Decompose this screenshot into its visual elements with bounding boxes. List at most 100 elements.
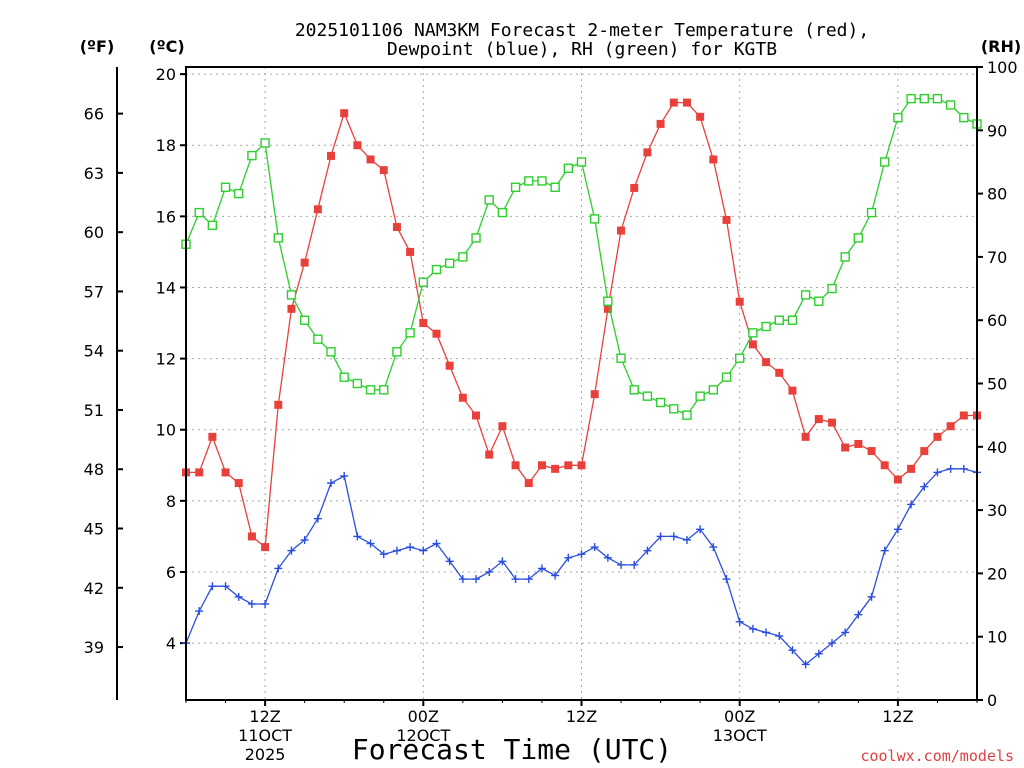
dewpoint-point [854,610,863,619]
temperature-point [432,329,441,338]
rh-point [893,112,903,123]
temperature-point [300,258,309,267]
x-axis-label: Forecast Time (UTC) [352,733,672,766]
time-tick-hour: 00Z [408,707,439,726]
rh-point [880,157,890,167]
rh-point [787,315,798,325]
temperature-point [234,479,243,488]
dewpoint-point [762,628,771,637]
dewpoint-point [406,543,415,552]
temperature-point [722,215,731,224]
dewpoint-point [696,525,705,534]
time-tick-hour: 12Z [566,707,597,726]
dewpoint-point [419,546,428,555]
temperature-point [735,297,744,306]
celsius-axis: 4 6 8 10 12 14 16 18 20 [156,65,186,653]
rh-point [695,391,705,401]
rh-point [392,347,402,357]
series-rh [181,93,982,420]
chart-title-line1: 2025101106 NAM3KM Forecast 2-meter Tempe… [295,20,869,41]
series-dewpoint [182,464,981,669]
time-tick-hour: 12Z [249,707,280,726]
time-tick-year: 2025 [245,745,286,764]
dewpoint-point [893,525,902,534]
celsius-tick-label: 16 [156,207,176,226]
dewpoint-point [946,464,955,473]
dewpoint-point [208,582,217,591]
temperature-point [682,98,691,107]
rh-point [444,258,455,268]
dewpoint-point [392,546,401,555]
rh-tick-label: 10 [987,628,1007,647]
series-layer [181,93,982,669]
dewpoint-point [379,550,388,559]
rh-point [932,93,943,104]
dewpoint-point [920,482,929,491]
celsius-tick-label: 12 [156,350,176,369]
rh-point [945,100,956,110]
dewpoint-point [287,546,296,555]
temperature-point [933,432,942,441]
fahrenheit-tick-label: 45 [84,520,104,539]
rh-point [260,138,270,148]
rh-tick-label: 50 [987,375,1007,394]
dewpoint-point [498,557,507,566]
dewpoint-point [247,599,256,608]
rh-tick-label: 100 [987,58,1018,77]
rh-point [524,176,534,186]
rh-point [959,112,969,123]
rh-point [484,195,494,205]
temperature-point [564,461,573,470]
temperature-point [366,155,375,164]
fahrenheit-tick-label: 60 [84,223,104,242]
credit-text: coolwx.com/models [860,747,1014,765]
dewpoint-point [669,532,678,541]
rh-point [721,372,732,382]
dewpoint-point [195,607,204,616]
dewpoint-point [353,532,362,541]
rh-point [273,233,283,243]
dewpoint-point [300,535,309,544]
temperature-point [287,304,296,313]
rh-point [827,283,837,294]
temperature-point [327,151,336,160]
time-tick-hour: 12Z [882,707,913,726]
celsius-tick-label: 10 [156,421,176,440]
fahrenheit-tick-label: 42 [84,579,104,598]
rh-point [774,315,784,325]
rh-point [550,182,560,192]
temperature-point [577,461,586,470]
temperature-point [669,98,678,107]
fahrenheit-tick-label: 66 [84,105,104,124]
temperature-point [775,368,784,377]
rh-point [194,207,204,218]
temperature-point [617,226,626,235]
rh-point [589,214,600,224]
dewpoint-point [564,553,573,562]
rh-point [352,378,363,389]
temperature-point [603,304,612,313]
temperature-point [524,479,533,488]
rh-point [629,385,639,395]
time-tick-date: 13OCT [713,726,767,745]
rh-unit-label: (RH) [981,37,1021,56]
dewpoint-point [274,564,283,573]
temperature-point [656,119,665,128]
fahrenheit-tick-label: 63 [84,164,104,183]
dewpoint-point [841,628,850,637]
rh-point [642,391,653,401]
temperature-point [788,386,797,395]
temperature-point [854,439,863,448]
chart-title-line2: Dewpoint (blue), RH (green) for KGTB [387,39,777,60]
rh-point [616,353,626,363]
rh-point [379,385,389,395]
dewpoint-point [735,617,744,626]
rh-point [339,372,349,382]
temperature-point [208,432,217,441]
temperature-point [880,461,889,470]
temperature-point [458,393,467,402]
temperature-point [419,319,428,328]
temperature-point [696,112,705,121]
temperature-point [920,447,929,456]
celsius-tick-label: 8 [166,492,176,511]
